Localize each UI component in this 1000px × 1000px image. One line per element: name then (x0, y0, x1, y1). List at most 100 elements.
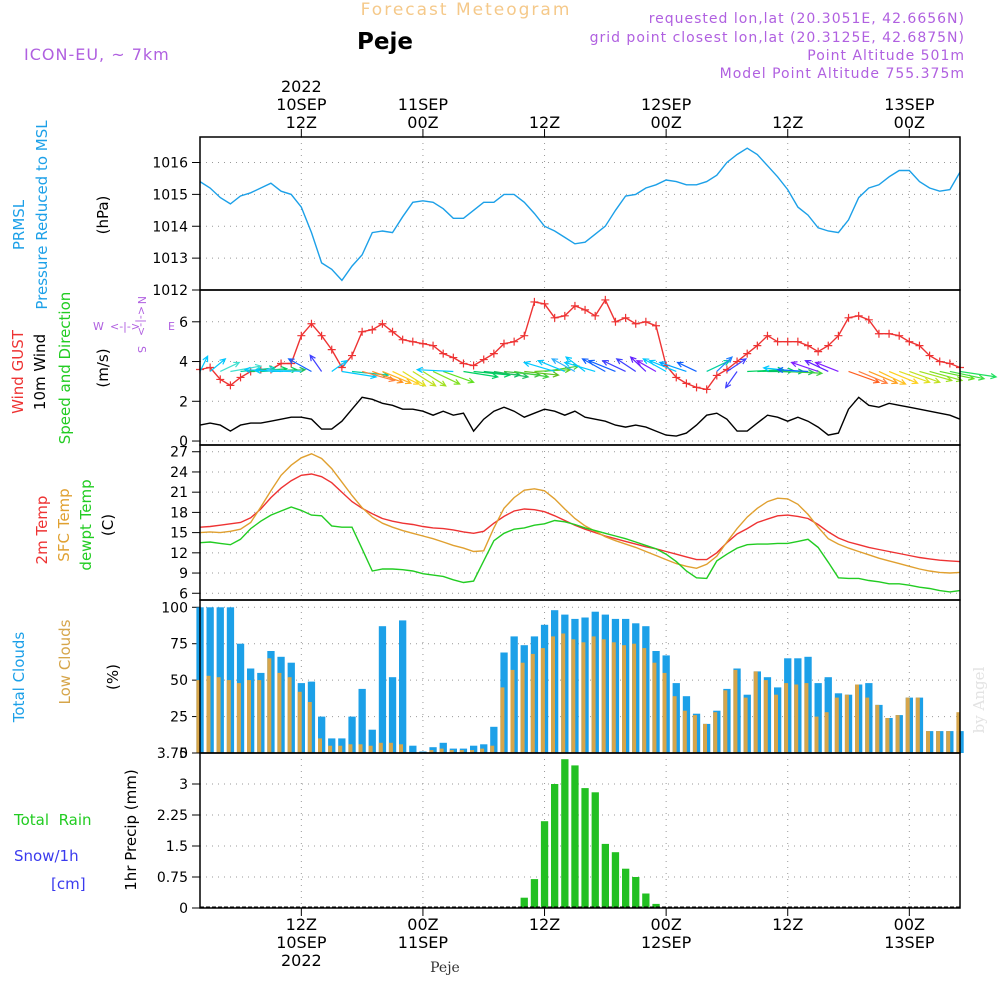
low-cloud-bar (449, 750, 454, 753)
gust-marker (560, 311, 569, 320)
wind-arrow (331, 359, 349, 372)
gust-marker (895, 331, 904, 340)
gust-marker (449, 353, 458, 362)
low-cloud-bar (368, 745, 373, 753)
low-cloud-bar (388, 742, 393, 753)
wind-arrow (635, 359, 657, 372)
low-cloud-bar (348, 744, 353, 753)
top-time-label: 00Z (650, 113, 681, 132)
panel-frame (199, 752, 961, 909)
low-cloud-bar (611, 642, 616, 753)
wind-arrow (848, 370, 881, 384)
compass-arrows: <-|-> (110, 320, 140, 333)
panel-frame (199, 136, 961, 291)
y-tick-label: 12 (170, 546, 188, 562)
low-cloud-bar (429, 750, 434, 753)
y-tick-label: 75 (170, 637, 188, 653)
gust-marker (885, 329, 894, 338)
total-cloud-bar (409, 745, 417, 753)
wind-arrow (868, 370, 899, 385)
gust-marker (591, 311, 600, 320)
series-line-2m-temp (199, 473, 961, 563)
gust-marker (854, 311, 863, 320)
y-tick-label: 9 (179, 566, 188, 582)
low-cloud-bar (297, 691, 302, 753)
low-cloud-bar (622, 645, 626, 753)
low-cloud-bar (571, 639, 576, 753)
gust-marker (520, 331, 529, 340)
gust-marker (763, 331, 772, 340)
compass-east: E (168, 320, 175, 333)
pressure-panel: 1012 1013 1014 1015 1016 (152, 136, 961, 299)
wind-arrow (265, 366, 302, 374)
gust-marker (226, 381, 235, 390)
low-cloud-bar (459, 750, 464, 753)
low-cloud-bar (784, 683, 789, 753)
bottom-time-label: 12SEP (641, 933, 692, 952)
low-cloud-bar (318, 738, 322, 753)
label-percent: (%) (104, 664, 122, 690)
wind-arrow (493, 370, 530, 380)
gust-marker (510, 337, 519, 346)
y-tick-label: 1012 (152, 283, 188, 299)
top-time-label: 12Z (529, 113, 560, 132)
wind-arrow (898, 370, 931, 384)
low-cloud-bar (632, 643, 637, 753)
gust-marker (601, 295, 610, 304)
label-celsius: (C) (99, 514, 117, 536)
y-tick-label: 50 (170, 673, 188, 689)
wind-arrow (432, 370, 461, 385)
wind-arrow (587, 359, 616, 373)
low-cloud-bar (865, 697, 870, 753)
precip-bar (520, 897, 528, 908)
wind-arrow (514, 370, 550, 380)
gust-marker (479, 355, 488, 364)
gust-marker (641, 317, 650, 326)
gust-marker (327, 345, 336, 354)
gust-marker (297, 331, 306, 340)
label-2m-temp: 2m Temp (33, 496, 51, 565)
low-cloud-bar (713, 712, 718, 753)
precip-bar (551, 784, 559, 908)
low-cloud-bar (236, 683, 241, 753)
low-cloud-bar (855, 684, 859, 753)
label-speed-direction: Speed and Direction (56, 292, 74, 445)
low-cloud-bar (338, 745, 343, 753)
y-tick-label: 2.25 (157, 808, 188, 824)
bottom-time-label: 2022 (281, 951, 322, 970)
model-label: ICON-EU, ~ 7km (24, 45, 170, 64)
low-cloud-bar (257, 680, 262, 753)
low-cloud-bar (216, 677, 221, 753)
low-cloud-bar (328, 745, 333, 753)
gust-marker (469, 361, 478, 370)
total-cloud-bar (490, 726, 498, 753)
low-cloud-bar (358, 744, 363, 753)
temperature-panel: 6 9 12 15 18 21 24 27 (170, 444, 961, 602)
bottom-time-label: 00Z (894, 915, 925, 934)
low-cloud-bar (551, 636, 555, 753)
compass-west: W (93, 320, 104, 333)
y-tick-label: 18 (170, 505, 188, 521)
grid-point-coords: grid point closest lon,lat (20.3125E, 42… (590, 30, 965, 46)
total-cloud-bar (378, 626, 387, 753)
wind-arrow (878, 370, 907, 385)
chart-title: Forecast Meteogram (361, 0, 572, 20)
y-tick-label: 6 (179, 586, 188, 602)
label-snow-unit: [cm] (51, 875, 86, 893)
wind-arrow (442, 370, 475, 384)
low-cloud-bar (956, 712, 961, 753)
bottom-time-label: 00Z (650, 915, 681, 934)
y-tick-label: 2 (179, 394, 188, 410)
gust-marker (702, 385, 711, 394)
low-cloud-bar (520, 662, 525, 753)
gust-marker (905, 337, 914, 346)
y-tick-label: 1016 (152, 156, 188, 172)
gust-marker (307, 319, 316, 328)
low-cloud-bar (480, 748, 485, 753)
gust-marker (206, 363, 215, 372)
label-prmsl: PRMSL (10, 199, 28, 250)
label-hpa: (hPa) (94, 196, 112, 235)
label-pressure-msl: Pressure Reduced to MSL (33, 120, 51, 310)
